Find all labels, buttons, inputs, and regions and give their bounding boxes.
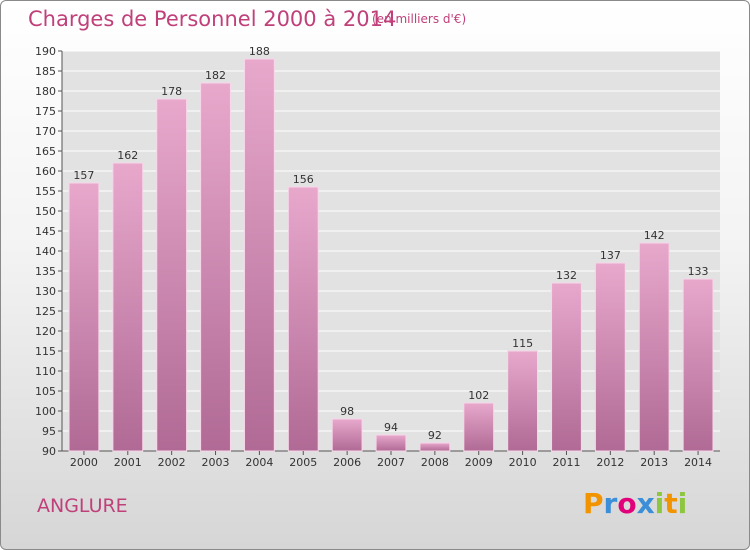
- x-tick-label: 2012: [596, 456, 624, 469]
- x-tick-label: 2001: [114, 456, 142, 469]
- x-tick-label: 2002: [158, 456, 186, 469]
- bar-2012: [594, 262, 626, 452]
- y-tick-label: 190: [35, 45, 56, 58]
- bar-2007: [375, 434, 407, 452]
- y-tick-label: 170: [35, 125, 56, 138]
- logo-letter: t: [664, 487, 678, 520]
- logo-letter: i: [654, 487, 665, 520]
- y-tick-label: 145: [35, 225, 56, 238]
- y-tick-label: 130: [35, 285, 56, 298]
- logo-letter: P: [583, 487, 604, 520]
- x-tick-label: 2008: [421, 456, 449, 469]
- bar-2009: [463, 402, 495, 452]
- y-tick-label: 120: [35, 325, 56, 338]
- logo-letter: i: [677, 487, 688, 520]
- data-label: 162: [117, 149, 138, 162]
- data-label: 132: [556, 269, 577, 282]
- y-tick-label: 90: [42, 445, 56, 458]
- data-label: 188: [249, 45, 270, 58]
- bar-2011: [551, 282, 582, 452]
- bar-2005: [287, 186, 319, 452]
- y-tick-label: 125: [35, 305, 56, 318]
- y-tick-label: 105: [35, 385, 56, 398]
- data-label: 115: [512, 337, 533, 350]
- logo-letter: x: [636, 487, 655, 520]
- y-tick-label: 135: [35, 265, 56, 278]
- data-label: 133: [688, 265, 709, 278]
- data-label: 142: [644, 229, 665, 242]
- bar-2010: [507, 350, 539, 452]
- bar-2003: [200, 82, 231, 452]
- y-tick-label: 185: [35, 65, 56, 78]
- y-tick-label: 100: [35, 405, 56, 418]
- data-label: 178: [161, 85, 182, 98]
- x-tick-label: 2010: [509, 456, 537, 469]
- logo-letter: o: [617, 487, 637, 520]
- bar-2008: [419, 442, 451, 452]
- bar-2006: [331, 418, 363, 452]
- data-label: 157: [73, 169, 94, 182]
- y-tick-label: 165: [35, 145, 56, 158]
- y-tick-label: 110: [35, 365, 56, 378]
- bar-2004: [243, 58, 275, 452]
- data-label: 182: [205, 69, 226, 82]
- x-tick-label: 2014: [684, 456, 712, 469]
- logo-letter: r: [603, 487, 618, 520]
- x-tick-label: 2011: [552, 456, 580, 469]
- data-label: 94: [384, 421, 398, 434]
- bar-2001: [112, 162, 144, 452]
- x-tick-label: 2005: [289, 456, 317, 469]
- x-tick-label: 2013: [640, 456, 668, 469]
- bar-2014: [682, 278, 714, 452]
- y-tick-label: 115: [35, 345, 56, 358]
- bar-2013: [638, 242, 670, 452]
- data-label: 137: [600, 249, 621, 262]
- y-tick-label: 140: [35, 245, 56, 258]
- x-tick-label: 2009: [465, 456, 493, 469]
- data-label: 102: [468, 389, 489, 402]
- chart-title: Charges de Personnel 2000 à 2014: [28, 7, 397, 31]
- y-tick-label: 175: [35, 105, 56, 118]
- data-label: 98: [340, 405, 354, 418]
- y-tick-label: 95: [42, 425, 56, 438]
- x-tick-label: 2007: [377, 456, 405, 469]
- data-label: 156: [293, 173, 314, 186]
- data-label: 92: [428, 429, 442, 442]
- x-tick-label: 2003: [202, 456, 230, 469]
- bar-2000: [68, 182, 100, 452]
- chart-subtitle: (en milliers d'€): [372, 12, 467, 26]
- proxiti-logo: Proxiti: [583, 487, 687, 520]
- y-tick-label: 160: [35, 165, 56, 178]
- commune-name: ANGLURE: [37, 495, 128, 517]
- x-tick-label: 2004: [245, 456, 273, 469]
- y-tick-label: 180: [35, 85, 56, 98]
- bar-2002: [156, 98, 188, 452]
- y-tick-label: 150: [35, 205, 56, 218]
- x-tick-label: 2000: [70, 456, 98, 469]
- x-tick-label: 2006: [333, 456, 361, 469]
- y-tick-label: 155: [35, 185, 56, 198]
